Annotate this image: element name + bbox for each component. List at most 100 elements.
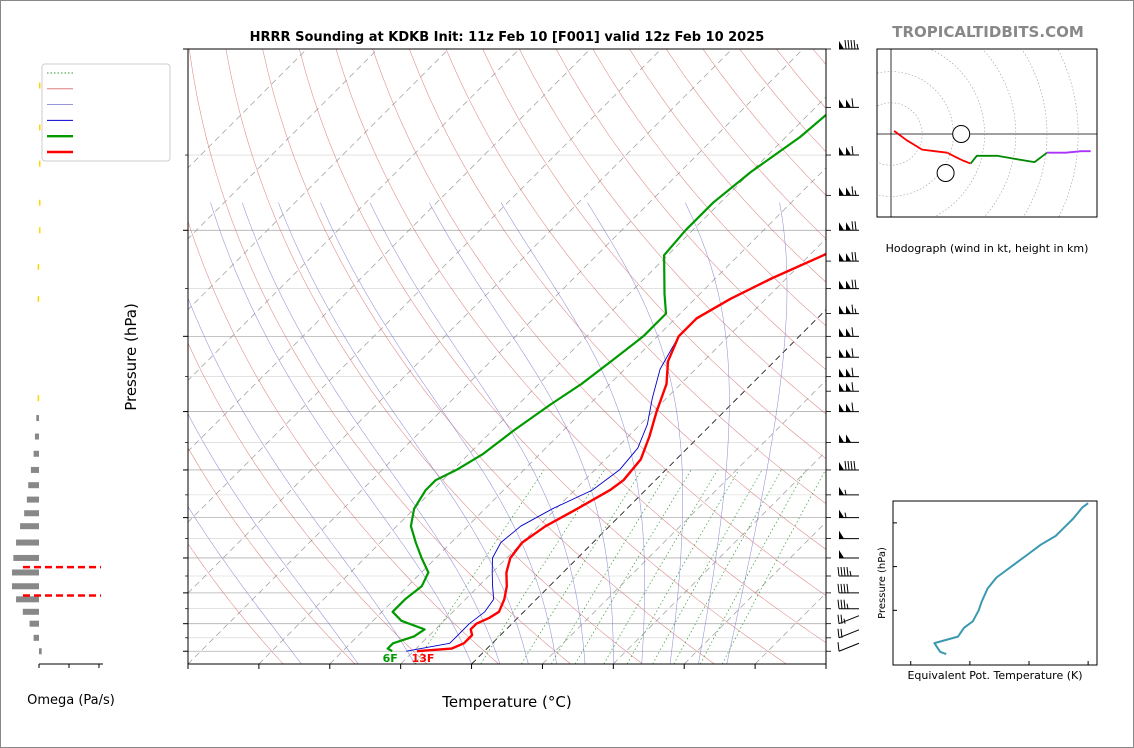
wind-barb-flag bbox=[840, 599, 843, 609]
wind-barb bbox=[826, 186, 859, 196]
wind-barb-pennant bbox=[839, 99, 844, 108]
omega-bar bbox=[12, 569, 39, 576]
wind-barb-flag bbox=[843, 599, 846, 609]
dry-adiabat bbox=[555, 49, 826, 371]
hodograph-panel: Hodograph (wind in kt, height in km) bbox=[876, 48, 1098, 255]
isotherm-line bbox=[329, 167, 826, 664]
dry-adiabat bbox=[702, 49, 826, 196]
dry-adiabat bbox=[188, 342, 428, 664]
wind-barb-pennant bbox=[846, 383, 851, 392]
wind-barb-pennant bbox=[839, 403, 844, 412]
omega-bar bbox=[33, 450, 39, 457]
wind-barb-flag bbox=[851, 382, 854, 392]
omega-bar bbox=[16, 596, 39, 603]
isotherm-line bbox=[188, 49, 662, 523]
omega-bar bbox=[34, 433, 39, 440]
legend-entries bbox=[47, 72, 73, 154]
wind-barb-pennant bbox=[846, 434, 851, 443]
wind-barb-pennant bbox=[846, 222, 851, 231]
hodograph-content bbox=[877, 49, 1097, 217]
surface-dewpoint-label: 6F bbox=[383, 652, 398, 665]
mixing-ratio-line bbox=[480, 469, 605, 664]
omega-bar bbox=[22, 608, 39, 615]
wind-barb bbox=[826, 642, 860, 652]
mixing-ratio-line bbox=[626, 469, 740, 664]
wind-barb bbox=[826, 599, 859, 610]
wind-barb-flag bbox=[837, 566, 840, 577]
hodograph-ring bbox=[929, 49, 985, 217]
omega-bar bbox=[24, 510, 39, 517]
hodograph-trace bbox=[946, 151, 971, 165]
skewt-panel: Temperature (°C) Pressure (hPa) 6F 13F bbox=[41, 39, 860, 711]
wind-barb-pennant bbox=[839, 280, 844, 289]
wind-barb-flag bbox=[851, 402, 854, 412]
theta-e-y-axis-label: Pressure (hPa) bbox=[877, 547, 888, 619]
skewt-axes bbox=[183, 48, 827, 669]
mixing-ratio-line bbox=[550, 469, 670, 664]
dry-adiabat bbox=[188, 49, 571, 664]
skewt-y-axis-label: Pressure (hPa) bbox=[122, 303, 140, 411]
mixing-ratio-line bbox=[603, 469, 718, 664]
dry-adiabat bbox=[776, 49, 826, 109]
wind-barb-flag bbox=[851, 186, 854, 196]
wind-barb bbox=[826, 39, 859, 50]
mixing-ratio-line bbox=[574, 469, 692, 664]
wind-barb-half-flag bbox=[854, 190, 857, 196]
isotherm-line bbox=[683, 521, 826, 664]
wind-barb-flag bbox=[850, 39, 853, 50]
theta-e-axes bbox=[893, 522, 1089, 665]
pseudoadiabat bbox=[210, 202, 472, 664]
dewpoint-profile bbox=[386, 113, 826, 653]
dry-adiabat bbox=[299, 49, 787, 664]
site-watermark[interactable]: TROPICALTIDBITS.COM bbox=[892, 23, 1084, 41]
dry-adiabat bbox=[445, 49, 826, 505]
wind-barb-pennant bbox=[839, 41, 844, 49]
wind-barb-flag bbox=[840, 614, 843, 624]
isotherm-line bbox=[754, 592, 826, 664]
wind-barb-flag bbox=[853, 39, 856, 50]
wind-barb-flag bbox=[846, 566, 849, 577]
theta-e-x-axis-label: Equivalent Pot. Temperature (K) bbox=[907, 669, 1082, 682]
wind-barb-half-flag bbox=[856, 43, 859, 50]
pseudoadiabat bbox=[369, 202, 586, 664]
wind-barb-flag bbox=[840, 628, 843, 638]
wind-barb-flag bbox=[850, 460, 853, 471]
wind-barb-flag bbox=[843, 583, 846, 593]
wind-barb-half-flag bbox=[844, 489, 847, 495]
isotherm-line bbox=[188, 49, 449, 311]
dgz-markers bbox=[23, 565, 101, 597]
wind-barb-flag bbox=[851, 367, 854, 377]
isotherm-line bbox=[188, 49, 804, 664]
wind-barb-pennant bbox=[846, 147, 851, 156]
wind-barb bbox=[826, 460, 859, 471]
wind-barb-staff bbox=[838, 642, 860, 652]
wind-barb bbox=[826, 98, 859, 108]
wind-barb-half-flag bbox=[844, 512, 847, 518]
skewt-x-axis-label: Temperature (°C) bbox=[441, 693, 571, 711]
wind-barb-half-flag bbox=[849, 570, 852, 577]
wind-barb-pennant bbox=[846, 328, 851, 337]
omega-bar bbox=[13, 554, 40, 561]
wind-barb-flag bbox=[851, 145, 854, 156]
theta-e-line bbox=[933, 502, 1089, 656]
wind-barb-flag bbox=[847, 460, 850, 471]
wind-barb bbox=[826, 486, 859, 496]
wind-barb-pennant bbox=[846, 349, 851, 358]
omega-bar bbox=[39, 227, 41, 234]
wind-barb-flag bbox=[837, 614, 840, 624]
isotherm-line bbox=[258, 96, 826, 664]
mixing-ratio-line bbox=[721, 469, 826, 664]
pseudoadiabat bbox=[188, 413, 359, 664]
pseudoadiabat bbox=[188, 505, 302, 664]
hodograph-title: Hodograph (wind in kt, height in km) bbox=[886, 242, 1089, 255]
hodograph-ring bbox=[981, 49, 1017, 217]
omega-bar bbox=[39, 199, 41, 206]
pseudoadiabat bbox=[726, 202, 788, 664]
omega-ticks bbox=[38, 664, 100, 668]
wind-barb bbox=[826, 327, 859, 337]
skewt-legend bbox=[41, 63, 171, 162]
omega-bar bbox=[20, 523, 39, 530]
wind-barb-flag bbox=[837, 642, 840, 652]
wind-barb-pennant bbox=[839, 434, 844, 443]
